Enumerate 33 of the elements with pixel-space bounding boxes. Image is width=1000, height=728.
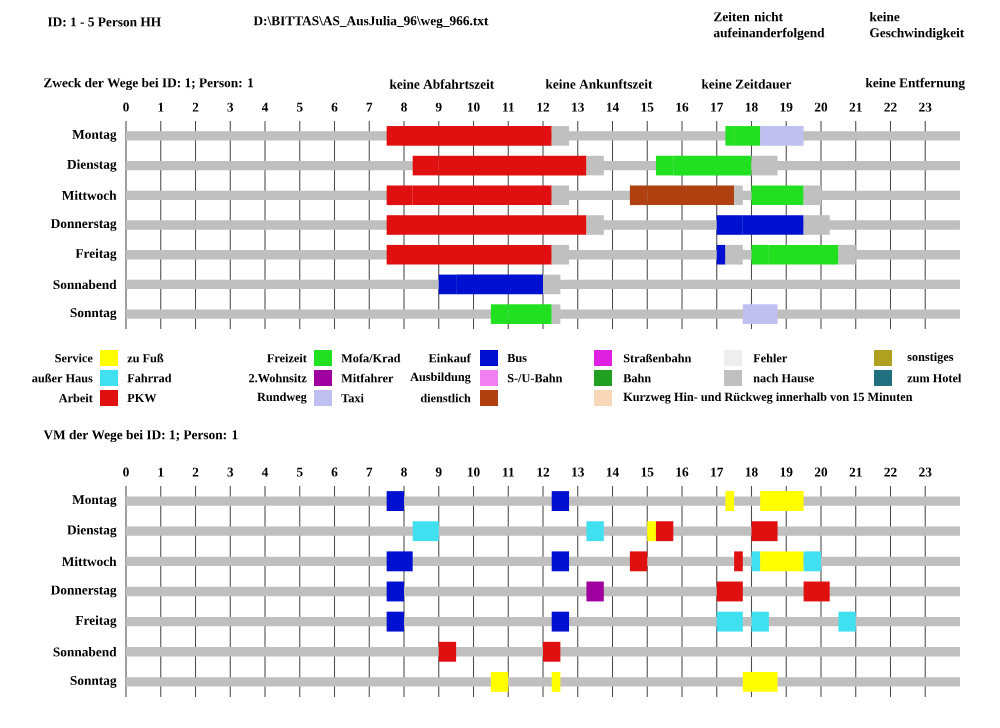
bar xyxy=(386,551,413,572)
bar xyxy=(655,521,674,542)
bar xyxy=(586,155,604,176)
bar xyxy=(725,491,735,511)
bar xyxy=(586,215,604,235)
bar xyxy=(386,611,404,632)
bar xyxy=(586,581,604,602)
bar xyxy=(725,244,743,265)
bar xyxy=(803,581,830,602)
bar xyxy=(803,215,830,235)
bar xyxy=(716,244,726,265)
bar xyxy=(551,491,570,511)
bar xyxy=(803,551,821,572)
bar xyxy=(551,551,570,572)
bar xyxy=(551,611,570,632)
bar xyxy=(551,185,570,206)
bar xyxy=(751,551,761,572)
bar xyxy=(734,551,743,572)
bar xyxy=(751,155,778,176)
bar xyxy=(760,551,804,572)
bar xyxy=(742,304,778,324)
bar xyxy=(742,671,778,692)
bar xyxy=(386,491,404,511)
bar xyxy=(803,185,821,206)
bar xyxy=(838,611,856,632)
bar xyxy=(734,185,743,206)
bar xyxy=(760,126,804,146)
bar xyxy=(751,185,804,206)
bar xyxy=(543,274,561,295)
bar xyxy=(551,244,570,265)
bar xyxy=(838,244,856,265)
bar xyxy=(647,521,656,542)
bar xyxy=(386,581,404,602)
